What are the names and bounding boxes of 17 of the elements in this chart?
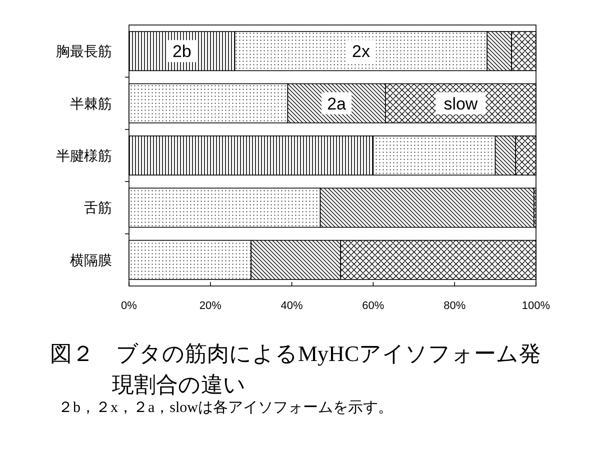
x-tick-label: 40% <box>280 300 304 312</box>
series-label: slow <box>444 94 478 114</box>
series-label: 2b <box>172 42 192 62</box>
y-tick-label: 胸最長筋 <box>56 43 112 60</box>
x-tick-label: 100% <box>522 300 550 312</box>
x-tick-label: 20% <box>199 300 222 312</box>
y-tick-label: 半棘筋 <box>70 95 112 112</box>
y-tick-label: 半腱様筋 <box>56 148 112 164</box>
x-tick-label: 60% <box>362 300 384 312</box>
y-tick-label: 横隔膜 <box>70 252 112 268</box>
x-tick-label: 80% <box>444 300 466 312</box>
text: ２b，２x，２a，slowは各アイソフォームを示す。 <box>58 399 394 417</box>
series-label: 2a <box>327 94 347 114</box>
y-tick-label: 舌筋 <box>84 200 112 216</box>
x-tick-label: 0% <box>121 300 138 312</box>
series-label: 2x <box>352 42 370 62</box>
text: 図２ ブタの筋肉によるMyHCアイソフォーム発現割合の違い <box>50 340 542 399</box>
